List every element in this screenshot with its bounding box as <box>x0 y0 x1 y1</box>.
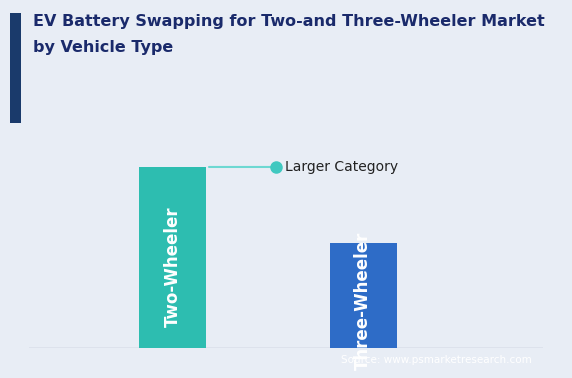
Text: by Vehicle Type: by Vehicle Type <box>33 40 173 55</box>
Bar <box>329 243 397 348</box>
Text: Three-Wheeler: Three-Wheeler <box>354 231 372 370</box>
Text: Two-Wheeler: Two-Wheeler <box>164 206 182 327</box>
Text: EV Battery Swapping for Two-and Three-Wheeler Market: EV Battery Swapping for Two-and Three-Wh… <box>33 14 545 29</box>
Text: Source: www.psmarketresearch.com: Source: www.psmarketresearch.com <box>341 355 531 365</box>
Text: Larger Category: Larger Category <box>285 160 398 174</box>
Bar <box>140 167 206 348</box>
